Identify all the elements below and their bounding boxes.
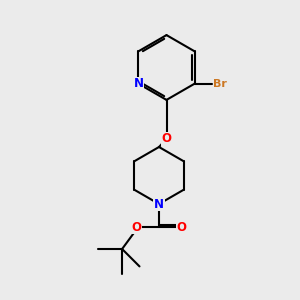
Text: O: O [161, 132, 172, 146]
Text: N: N [134, 77, 143, 90]
Text: O: O [177, 221, 187, 234]
Text: N: N [154, 197, 164, 211]
Text: O: O [131, 221, 141, 234]
Text: Br: Br [213, 79, 227, 89]
